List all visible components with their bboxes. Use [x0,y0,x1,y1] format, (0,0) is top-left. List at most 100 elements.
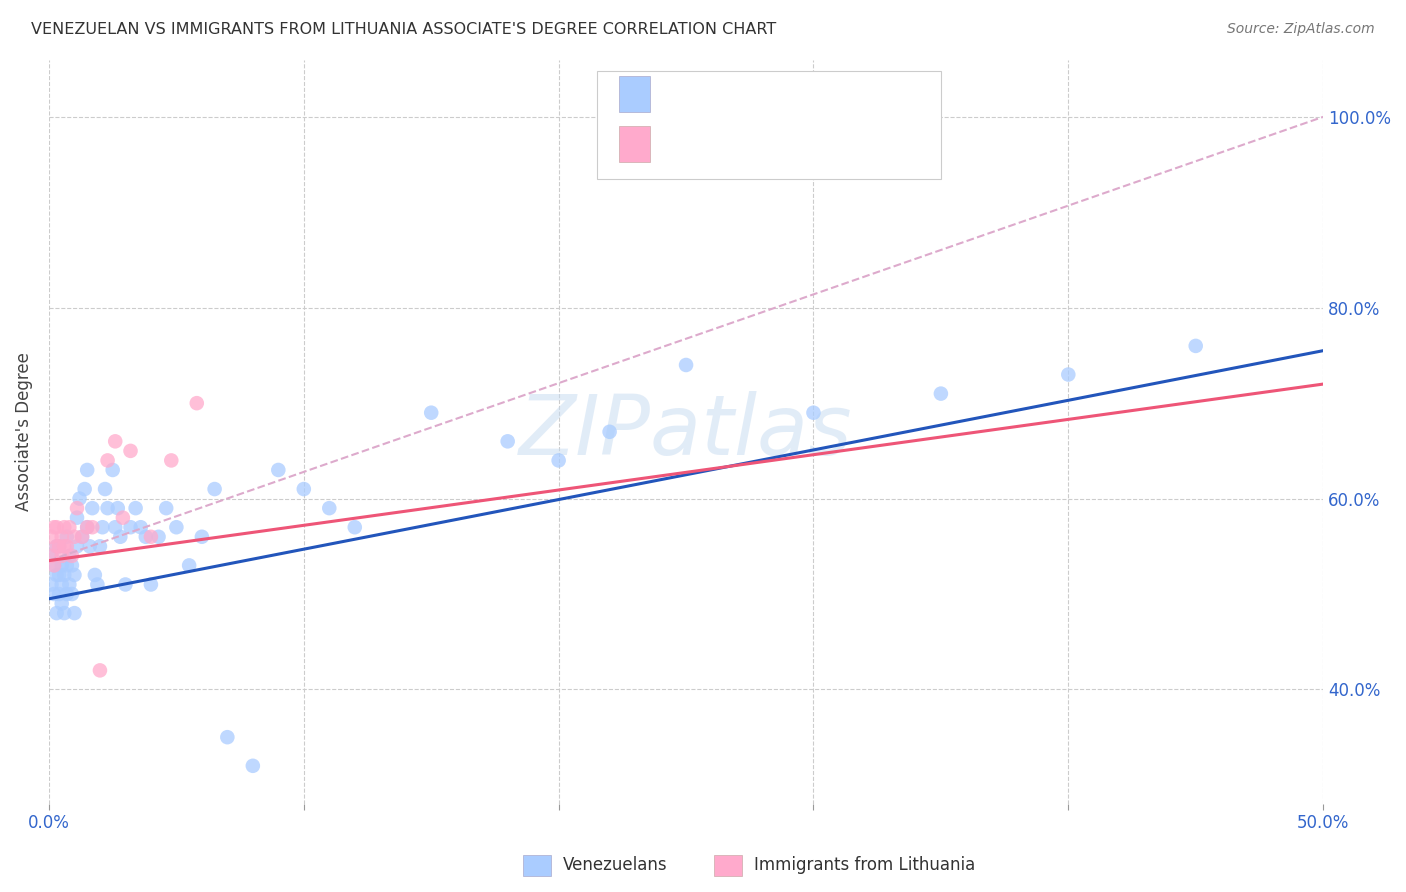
Point [242,759,264,773]
Point [148,530,170,544]
Text: Venezuelans: Venezuelans [562,856,666,874]
Point [42,558,65,573]
Point [1057,368,1080,382]
FancyBboxPatch shape [598,70,941,178]
Point [51,577,73,591]
Text: Immigrants from Lithuania: Immigrants from Lithuania [754,856,974,874]
Point [120,443,142,458]
Point [51,558,73,573]
Point [101,463,124,477]
Text: Source: ZipAtlas.com: Source: ZipAtlas.com [1227,22,1375,37]
Point [496,434,519,449]
Text: R = 0.440: R = 0.440 [665,85,755,103]
Text: VENEZUELAN VS IMMIGRANTS FROM LITHUANIA ASSOCIATE'S DEGREE CORRELATION CHART: VENEZUELAN VS IMMIGRANTS FROM LITHUANIA … [31,22,776,37]
Point [51,549,73,563]
Point [107,501,129,516]
Point [94,482,117,496]
Point [58,577,80,591]
Point [155,501,177,516]
Point [124,501,146,516]
Point [51,530,73,544]
Point [292,482,315,496]
Point [56,558,79,573]
Point [599,425,621,439]
Point [63,606,86,620]
Point [139,577,162,591]
Point [76,520,98,534]
Point [45,520,67,534]
Point [179,558,201,573]
Point [53,568,76,582]
Point [41,549,63,563]
Text: R = 0.285: R = 0.285 [665,135,755,153]
Point [135,530,157,544]
Bar [619,76,651,112]
Point [120,520,142,534]
Point [97,453,120,467]
Point [675,358,697,372]
Point [42,520,65,534]
Point [191,530,214,544]
Point [79,539,101,553]
Point [83,568,105,582]
Point [129,520,152,534]
Point [73,482,96,496]
Point [165,520,187,534]
Point [69,491,91,506]
Point [53,606,76,620]
Point [160,453,183,467]
Point [70,530,93,544]
Point [41,549,63,563]
Point [104,520,127,534]
Point [60,549,83,563]
Point [53,520,76,534]
Point [86,577,108,591]
Point [56,539,79,553]
Point [1184,339,1206,353]
Point [204,482,226,496]
Point [76,463,98,477]
Point [186,396,208,410]
Point [547,453,569,467]
Text: ZIPatlas: ZIPatlas [519,392,853,472]
Point [97,501,120,516]
Bar [714,855,742,876]
Bar [619,126,651,161]
Point [41,530,63,544]
Point [60,587,83,601]
Point [48,539,70,553]
Point [318,501,340,516]
Point [58,549,80,563]
Text: N = 30: N = 30 [814,135,882,153]
Point [56,587,79,601]
Point [42,587,65,601]
Y-axis label: Associate's Degree: Associate's Degree [15,352,32,511]
Point [343,520,366,534]
Point [63,568,86,582]
Text: N = 70: N = 70 [814,85,882,103]
Point [42,558,65,573]
Point [63,530,86,544]
Point [41,577,63,591]
Point [929,386,952,401]
Point [45,606,67,620]
Point [70,530,93,544]
Point [53,539,76,553]
Point [104,434,127,449]
Point [217,730,239,744]
Point [139,530,162,544]
Point [66,510,89,524]
Point [91,520,114,534]
Point [60,558,83,573]
Point [114,577,136,591]
Point [66,501,89,516]
Point [56,530,79,544]
Bar [523,855,551,876]
Point [45,539,67,553]
Point [111,510,134,524]
Point [89,664,111,678]
Point [48,539,70,553]
Point [45,568,67,582]
Point [110,530,132,544]
Point [82,501,104,516]
